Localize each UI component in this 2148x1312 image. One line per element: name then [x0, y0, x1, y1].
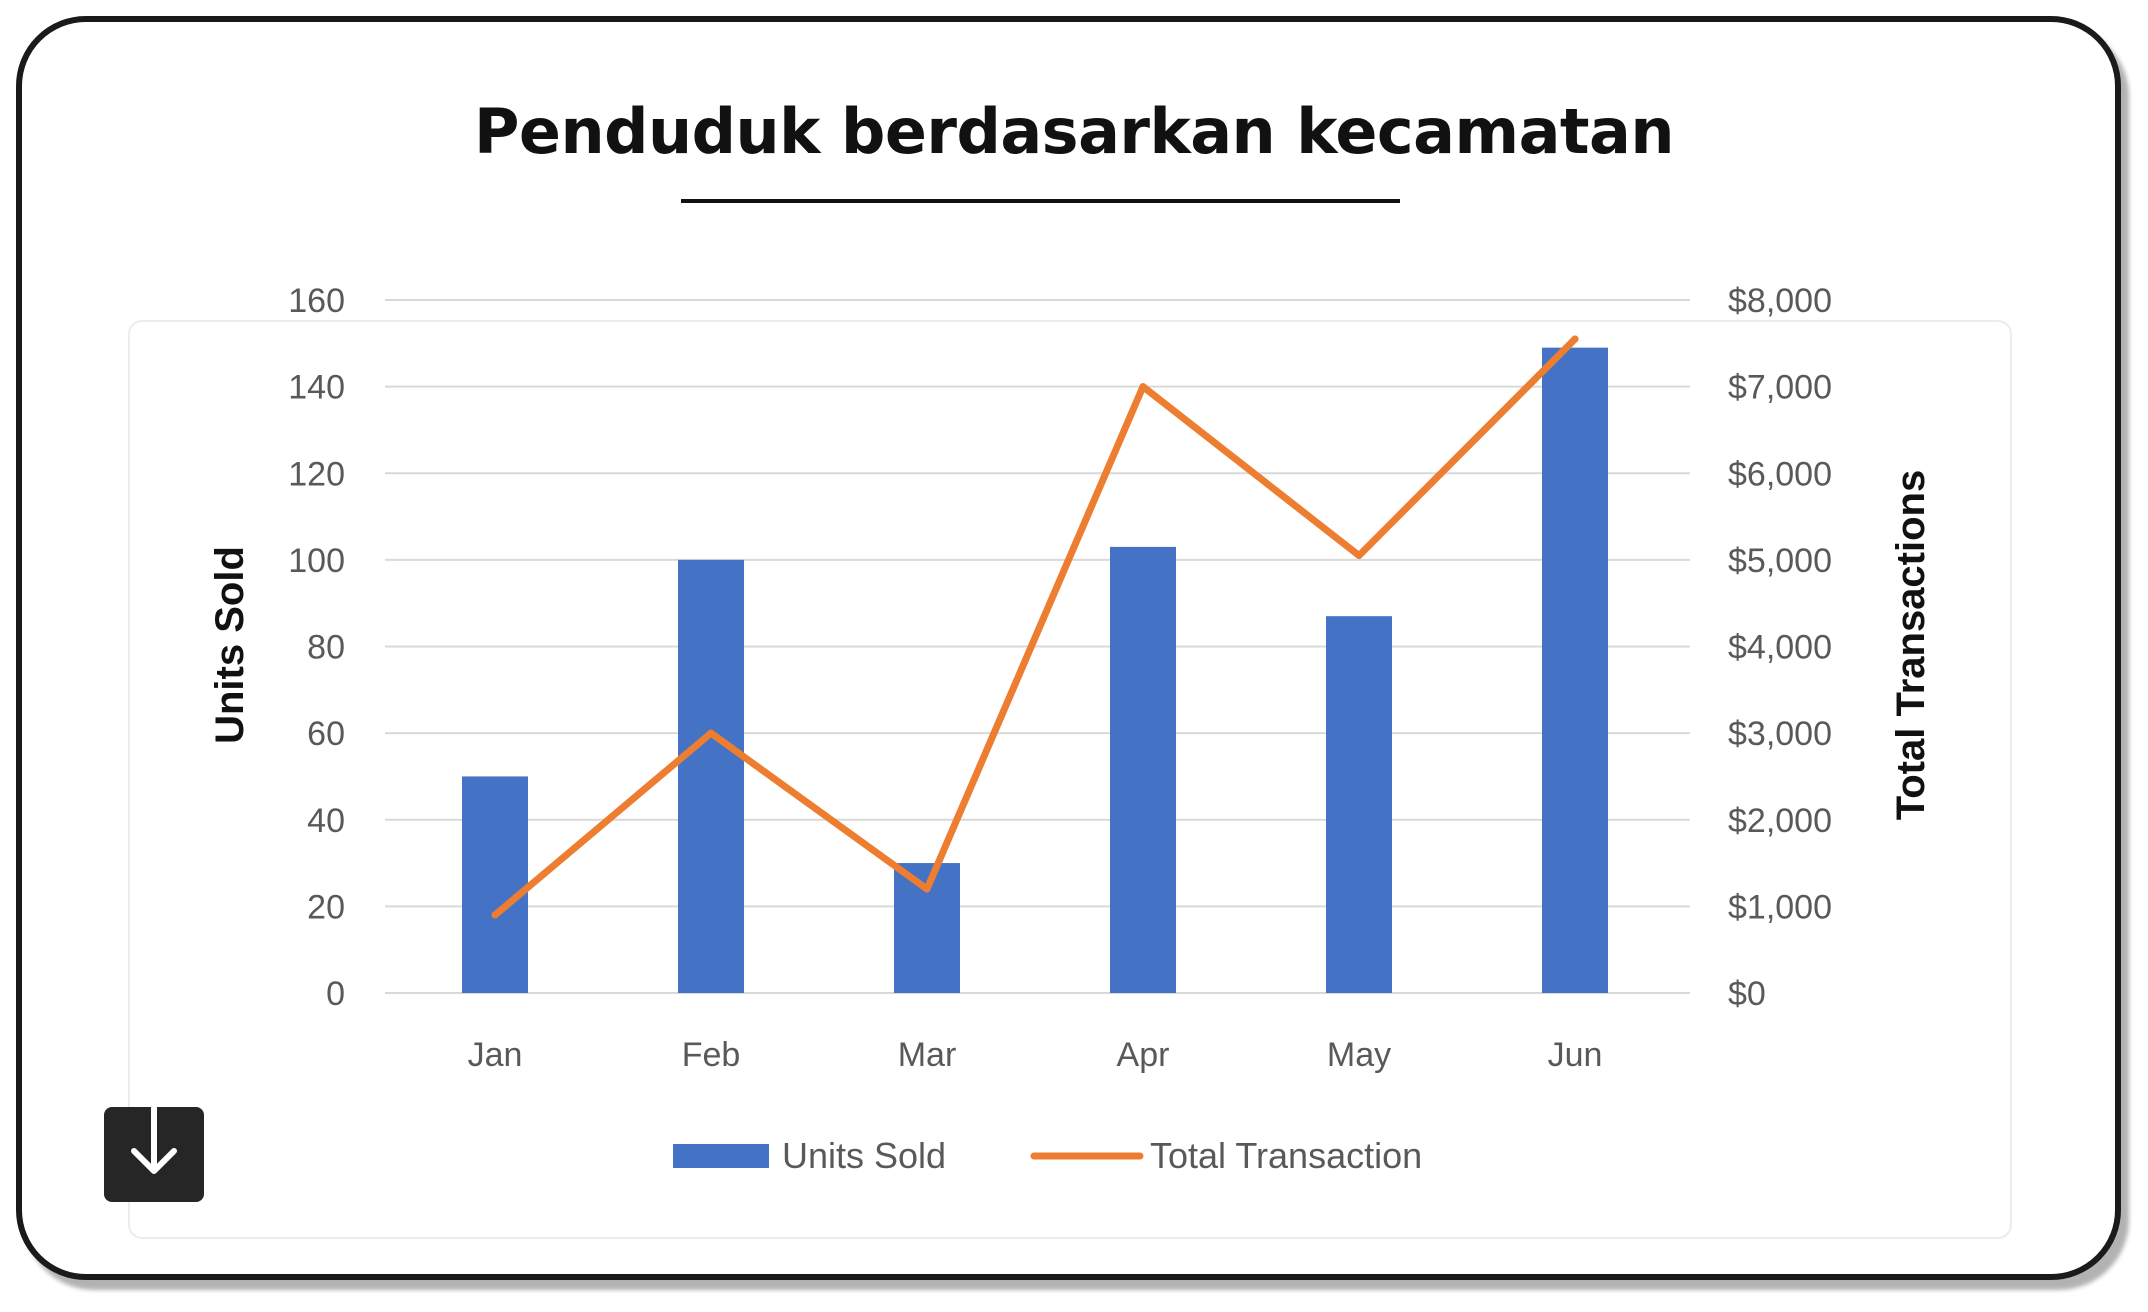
left-tick-label: 40 [307, 802, 345, 840]
category-label: Jun [1548, 1036, 1603, 1074]
category-label: Jan [468, 1036, 523, 1074]
right-axis-title: Total Transactions [1889, 470, 1933, 820]
bar-units-sold [462, 776, 528, 993]
left-tick-label: 20 [307, 888, 345, 926]
line-point [923, 885, 931, 893]
line-total-transaction [491, 335, 1579, 919]
bar-units-sold [1110, 546, 1176, 993]
line-point [1139, 383, 1147, 391]
right-tick-label: $8,000 [1728, 282, 1832, 320]
legend-swatch-units-sold [673, 1144, 769, 1168]
left-tick-label: 100 [288, 542, 345, 580]
left-tick-label: 140 [288, 369, 345, 407]
line-point [491, 911, 499, 919]
left-axis-ticks: 0 20 40 60 80 100 120 140 160 [288, 282, 345, 1013]
gridlines [385, 299, 1690, 994]
left-axis-title: Units Sold [208, 546, 252, 744]
download-button[interactable] [104, 1107, 204, 1202]
left-tick-label: 60 [307, 715, 345, 753]
line-point [1355, 552, 1363, 560]
right-tick-label: $1,000 [1728, 888, 1832, 926]
category-label: May [1327, 1036, 1391, 1074]
category-label: Mar [898, 1036, 957, 1074]
right-tick-label: $5,000 [1728, 542, 1832, 580]
right-tick-label: $6,000 [1728, 455, 1832, 493]
right-tick-label: $7,000 [1728, 369, 1832, 407]
category-axis-labels: Jan Feb Mar Apr May Jun [468, 1036, 1603, 1074]
line-point [1571, 335, 1579, 343]
left-tick-label: 160 [288, 282, 345, 320]
bar-units-sold [678, 559, 744, 993]
right-tick-label: $2,000 [1728, 802, 1832, 840]
right-tick-label: $3,000 [1728, 715, 1832, 753]
legend-label-units-sold: Units Sold [782, 1135, 946, 1176]
bar-units-sold [1326, 616, 1392, 993]
download-icon [131, 1107, 177, 1174]
chart-title: Penduduk berdasarkan kecamatan [473, 95, 1675, 168]
bar-series [462, 347, 1608, 993]
left-tick-label: 120 [288, 455, 345, 493]
right-tick-label: $4,000 [1728, 629, 1832, 667]
title-underline [681, 199, 1400, 203]
right-axis-ticks: $0 $1,000 $2,000 $3,000 $4,000 $5,000 $6,000 $7… [1728, 282, 1832, 1013]
category-label: Apr [1117, 1036, 1170, 1074]
legend-label-total-transaction: Total Transaction [1150, 1135, 1422, 1176]
line-point [707, 729, 715, 737]
left-tick-label: 80 [307, 629, 345, 667]
left-tick-label: 0 [326, 975, 345, 1013]
category-label: Feb [682, 1036, 741, 1074]
line-series [491, 335, 1579, 919]
bar-units-sold [1542, 347, 1608, 993]
right-tick-label: $0 [1728, 975, 1766, 1013]
legend: Units Sold Total Transaction [673, 1135, 1422, 1176]
